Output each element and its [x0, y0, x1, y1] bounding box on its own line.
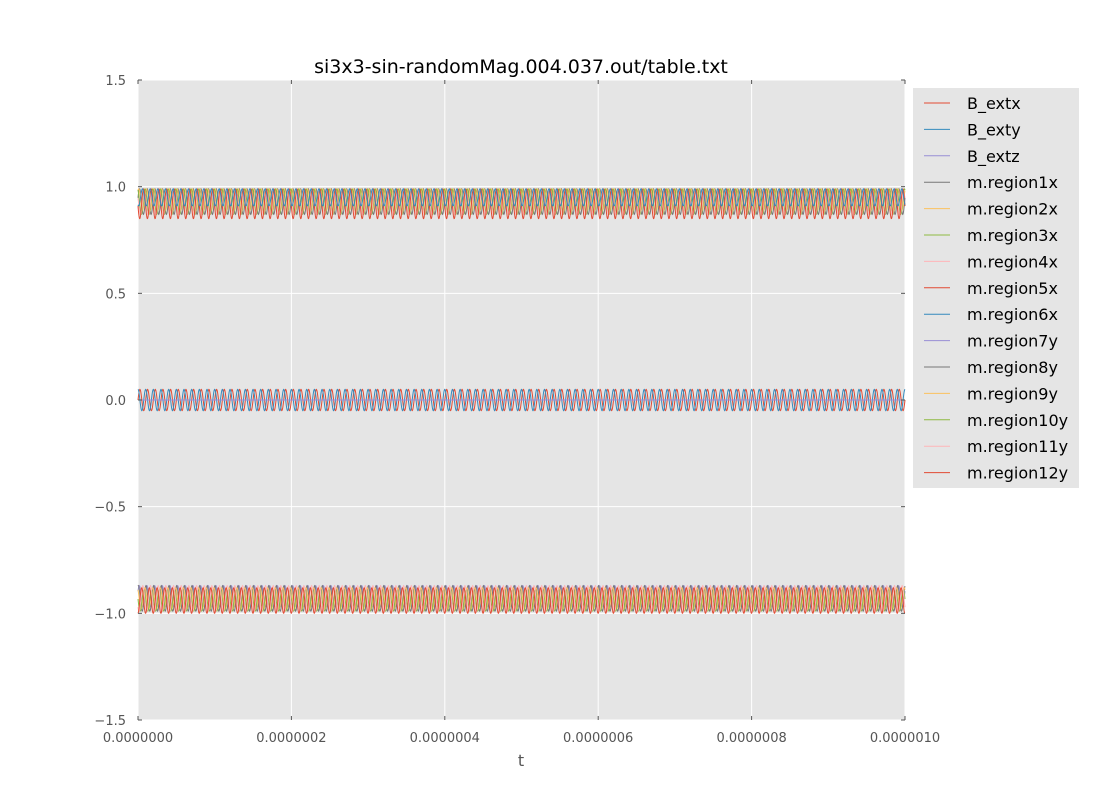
x-tick-label: 0.0000000	[103, 731, 173, 746]
y-tick-label: 1.5	[105, 74, 126, 89]
legend-label: B_exty	[967, 120, 1021, 140]
series-line-m.region6x	[137, 188, 906, 207]
x-tick-label: 0.0000004	[410, 731, 480, 746]
legend: B_extx B_exty B_extz m.region1x m.region2x m.…	[913, 88, 1079, 488]
x-axis-label: t	[518, 751, 524, 770]
legend-label: B_extx	[967, 94, 1021, 114]
x-tick-label: 0.0000006	[563, 731, 633, 746]
x-tick-label: 0.0000002	[256, 731, 326, 746]
series-line-m.region12y	[137, 587, 906, 614]
y-tick-label: −0.5	[94, 501, 126, 516]
legend-label: m.region1x	[967, 173, 1058, 192]
y-tick-label: 0.0	[105, 394, 126, 409]
legend-label: B_extz	[967, 147, 1020, 167]
legend-label: m.region6x	[967, 305, 1058, 324]
series-layer	[137, 188, 906, 614]
y-tick-label: −1.5	[94, 714, 126, 729]
legend-label: m.region11y	[967, 437, 1068, 456]
legend-label: m.region4x	[967, 252, 1058, 271]
chart-title: si3x3-sin-randomMag.004.037.out/table.tx…	[314, 56, 728, 78]
legend-label: m.region3x	[967, 226, 1058, 245]
y-tick-label: 0.5	[105, 287, 126, 302]
legend-items: B_extx B_exty B_extz m.region1x m.region2x m.…	[924, 94, 1068, 483]
legend-label: m.region12y	[967, 464, 1068, 483]
series-line-B_exty	[137, 388, 906, 412]
y-tick-label: 1.0	[105, 181, 126, 196]
legend-label: m.region5x	[967, 279, 1058, 298]
legend-label: m.region10y	[967, 411, 1068, 430]
legend-label: m.region9y	[967, 384, 1058, 403]
legend-label: m.region8y	[967, 358, 1058, 377]
y-tick-label: −1.0	[94, 607, 126, 622]
ticks: 0.0000000 0.0000002 0.0000004 0.0000006 0.00…	[94, 74, 940, 746]
legend-label: m.region2x	[967, 200, 1058, 219]
legend-label: m.region7y	[967, 332, 1058, 351]
x-tick-label: 0.0000008	[716, 731, 786, 746]
series-line-m.region11y	[137, 584, 906, 613]
x-tick-label: 0.0000010	[870, 731, 940, 746]
